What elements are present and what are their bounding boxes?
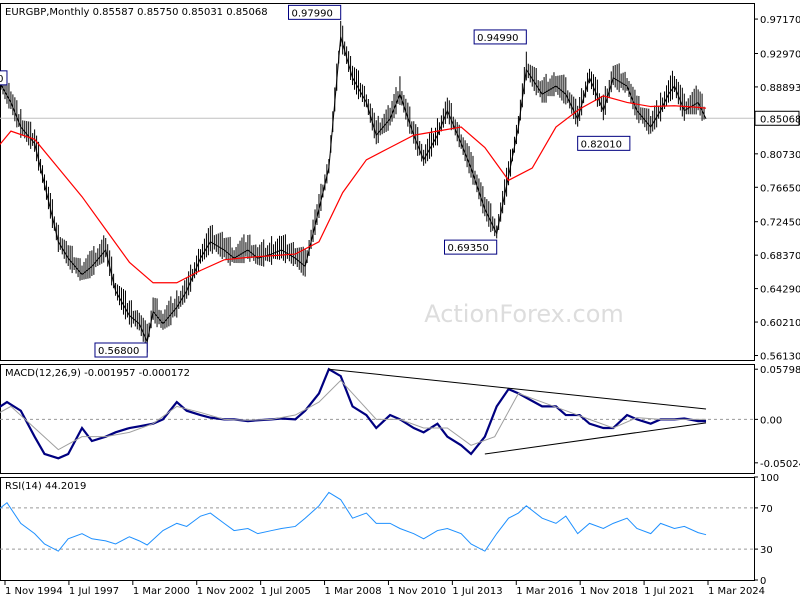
macd-line — [0, 367, 707, 460]
panel-title: MACD(12,26,9) -0.001957 -0.000172 — [5, 368, 190, 379]
x-tick-label: 1 Nov 1994 — [5, 586, 63, 597]
y-tick-label: 100 — [760, 473, 779, 484]
x-tick-label: 1 Jul 1997 — [69, 586, 119, 597]
x-tick-label: 1 Mar 2000 — [133, 586, 190, 597]
price-panel: EURGBP,Monthly 0.85587 0.85750 0.85031 0… — [0, 3, 800, 362]
price-annotation: 0.97990 — [288, 4, 342, 20]
y-tick-label: 0.76650 — [760, 183, 800, 194]
price-annotation: 90 — [0, 70, 8, 86]
y-tick-label: 0.97170 — [760, 15, 800, 26]
moving-average-line — [0, 95, 707, 284]
y-tick-label: 0.72450 — [760, 218, 800, 229]
panel-title: EURGBP,Monthly 0.85587 0.85750 0.85031 0… — [5, 7, 268, 18]
annotation-box — [0, 70, 8, 86]
x-tick-label: 1 Nov 2018 — [580, 586, 638, 597]
y-tick-label: 0.92970 — [760, 49, 800, 60]
x-tick-label: 1 Nov 2010 — [388, 586, 446, 597]
y-tick-label: 0.64290 — [760, 285, 800, 296]
panel-frame — [0, 477, 755, 581]
annotation-label: 90 — [0, 74, 4, 85]
panel-title: RSI(14) 44.2019 — [5, 481, 86, 492]
y-tick-label: 0.56130 — [760, 351, 800, 362]
annotation-box — [288, 4, 342, 20]
trendline — [484, 422, 707, 455]
y-tick-label: 0.60210 — [760, 318, 800, 329]
annotation-box — [473, 29, 527, 45]
x-tick-label: 1 Jul 2013 — [452, 586, 502, 597]
annotation-label: 0.82010 — [581, 139, 622, 150]
x-tick-label: 1 Jul 2021 — [644, 586, 694, 597]
rsi-panel: RSI(14) 44.2019 100 70 30 0 — [0, 473, 779, 587]
y-tick-label: 0.057984 — [760, 365, 800, 376]
x-tick-label: 1 Mar 2024 — [708, 586, 765, 597]
price-annotation: 0.56800 — [94, 342, 148, 358]
annotation-label: 0.56800 — [98, 346, 139, 357]
y-tick-label: 0 — [760, 576, 766, 587]
watermark: ActionForex.com — [424, 300, 624, 328]
signal-line — [0, 379, 707, 451]
y-tick-label: 70 — [760, 504, 773, 515]
y-tick-label: 0.68370 — [760, 251, 800, 262]
x-axis: 1 Nov 1994 1 Jul 1997 1 Mar 2000 1 Nov 2002… — [4, 580, 765, 597]
y-tick-label: 0.80730 — [760, 150, 800, 161]
annotation-box — [444, 239, 498, 255]
trendline — [328, 368, 707, 410]
price-annotation: 0.94990 — [473, 29, 527, 45]
x-tick-label: 1 Jul 2005 — [261, 586, 311, 597]
y-tick-label: 30 — [760, 545, 773, 556]
annotation-label: 0.69350 — [448, 243, 489, 254]
price-annotation: 0.82010 — [577, 135, 631, 151]
price-annotation: 0.69350 — [444, 239, 498, 255]
panel-frame — [0, 3, 755, 361]
y-tick-label: 0.88893 — [760, 83, 800, 94]
annotation-label: 0.94990 — [477, 33, 518, 44]
annotation-box — [94, 342, 148, 358]
rsi-line — [0, 491, 707, 552]
current-price-label: 0.85068 — [760, 114, 800, 125]
annotation-box — [577, 135, 631, 151]
y-tick-label: -0.050241 — [760, 459, 800, 470]
close-series-line — [0, 36, 707, 344]
x-tick-label: 1 Nov 2002 — [197, 586, 255, 597]
annotation-label: 0.97990 — [292, 8, 333, 19]
current-price-box — [754, 110, 800, 126]
x-tick-label: 1 Mar 2008 — [325, 586, 382, 597]
macd-panel: MACD(12,26,9) -0.001957 -0.000172 0.05798… — [0, 364, 800, 474]
x-tick-label: 1 Mar 2016 — [516, 586, 573, 597]
y-tick-label: 0.00 — [760, 415, 782, 426]
